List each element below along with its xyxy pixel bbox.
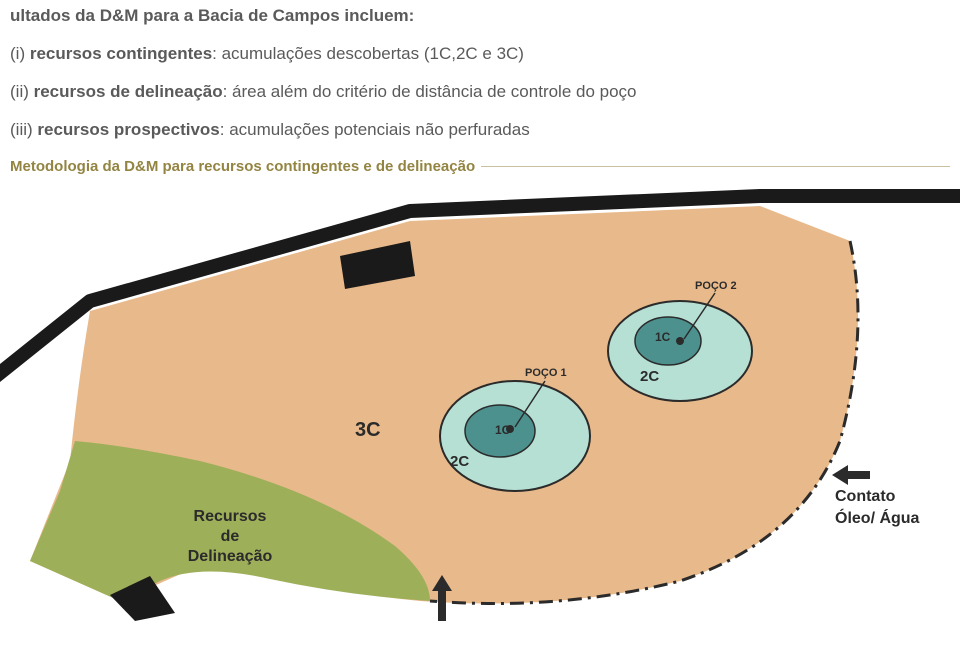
diagram-svg: 1C 2C 1C 2C POÇO 1 POÇO 2 3C Recursos de Delineaç…: [0, 181, 960, 621]
label-2c-2: 2C: [640, 368, 659, 385]
label-3c: 3C: [355, 419, 381, 441]
heading: ultados da D&M para a Bacia de Campos in…: [10, 6, 950, 26]
line-1: (i) recursos contingentes: acumulações d…: [10, 44, 950, 64]
line-1-rest: : acumulações descobertas (1C,2C e 3C): [212, 44, 524, 63]
line-3-prefix: (iii): [10, 120, 37, 139]
subtitle-divider: [481, 166, 950, 167]
label-delineation-3: Delineação: [188, 548, 273, 565]
line-2-prefix: (ii): [10, 82, 34, 101]
diagram: 1C 2C 1C 2C POÇO 1 POÇO 2 3C Recursos de Delineaç…: [0, 181, 960, 621]
contact-arrow: [832, 465, 870, 485]
subtitle: Metodologia da D&M para recursos conting…: [10, 158, 475, 175]
well-dot-2: [676, 337, 684, 345]
line-3-bold: recursos prospectivos: [37, 120, 219, 139]
label-delineation-1: Recursos: [194, 508, 267, 525]
label-well-2: POÇO 2: [695, 280, 737, 292]
label-delineation-2: de: [221, 528, 240, 545]
label-contact-1: Contato: [835, 488, 896, 505]
label-well-1: POÇO 1: [525, 367, 567, 379]
line-1-bold: recursos contingentes: [30, 44, 212, 63]
subtitle-row: Metodologia da D&M para recursos conting…: [10, 158, 950, 175]
line-2: (ii) recursos de delineação: área além d…: [10, 82, 950, 102]
line-2-bold: recursos de delineação: [34, 82, 223, 101]
label-1c-1: 1C: [495, 423, 511, 437]
label-1c-2: 1C: [655, 330, 671, 344]
line-1-prefix: (i): [10, 44, 30, 63]
label-2c-1: 2C: [450, 453, 469, 470]
line-2-rest: : área além do critério de distância de …: [223, 82, 637, 101]
line-3-rest: : acumulações potenciais não perfuradas: [220, 120, 530, 139]
label-contact-2: Óleo/ Água: [835, 508, 920, 527]
line-3: (iii) recursos prospectivos: acumulações…: [10, 120, 950, 140]
